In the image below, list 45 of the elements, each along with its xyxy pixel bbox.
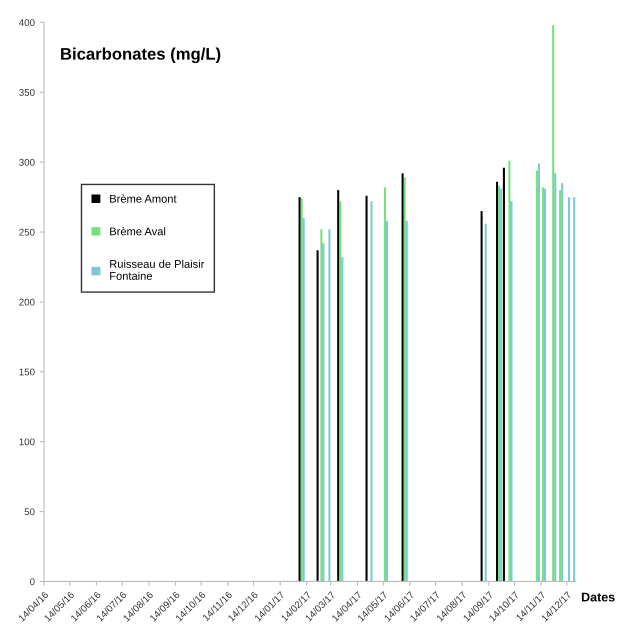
bar (302, 218, 305, 582)
bar (561, 183, 564, 582)
bar (500, 188, 502, 582)
bar (573, 197, 576, 582)
y-tick-label: 200 (19, 298, 35, 306)
y-tick-label: 300 (19, 158, 35, 166)
bar (498, 186, 500, 582)
bar (502, 168, 505, 582)
text: Bicarbonates (mg/L) (61, 48, 220, 64)
bar (337, 190, 340, 582)
y-tick-label: 150 (20, 368, 35, 376)
bar (370, 201, 373, 582)
bar (339, 201, 342, 582)
bar (568, 197, 570, 582)
bar (538, 164, 540, 582)
legend-label: Ruisseau de Plaisir Fontaine (110, 260, 204, 280)
bar (384, 187, 386, 582)
x-axis-title: Dates (582, 592, 615, 602)
y-tick-label: 50 (24, 508, 35, 516)
bar (320, 229, 322, 582)
bar (552, 25, 554, 582)
bar (559, 190, 562, 582)
bar (510, 201, 513, 582)
bar (322, 243, 324, 582)
y-tick-label: 0 (30, 578, 35, 586)
bar (386, 220, 388, 582)
bar (316, 250, 319, 582)
bar (536, 170, 538, 582)
legend-label: Brème Aval (110, 227, 166, 236)
y-tick-label: 250 (19, 228, 35, 236)
legend-label: Brème Amont (110, 194, 176, 203)
bar (402, 173, 404, 582)
y-tick-label: 100 (20, 438, 35, 446)
bar (341, 257, 344, 582)
y-tick-label: 350 (19, 88, 35, 96)
bar (554, 173, 556, 582)
bar (406, 220, 408, 582)
bar (366, 196, 368, 582)
bar (480, 211, 483, 582)
y-tick-label: 400 (19, 19, 35, 26)
bar (328, 229, 330, 582)
bar (508, 160, 510, 582)
bar (496, 182, 498, 582)
bar (484, 224, 487, 582)
bar (404, 178, 406, 582)
